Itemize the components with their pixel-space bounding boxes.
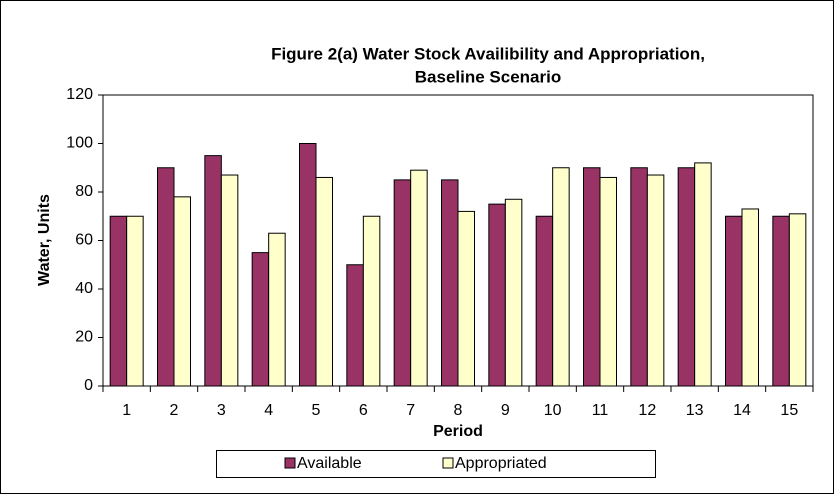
x-tick-label: 10 — [544, 402, 562, 419]
chart-title: Figure 2(a) Water Stock Availibility and… — [271, 44, 705, 63]
bar — [725, 215, 743, 387]
x-tick-label: 7 — [406, 402, 415, 419]
bar — [315, 176, 333, 387]
bar — [504, 198, 523, 387]
x-tick-label: 11 — [592, 402, 609, 419]
legend — [216, 450, 656, 478]
y-tick-label: 20 — [75, 329, 93, 346]
bar — [268, 232, 286, 387]
x-tick-label: 12 — [638, 402, 656, 419]
bar — [251, 252, 270, 387]
x-tick-label: 1 — [122, 402, 131, 419]
x-tick-label: 9 — [501, 402, 510, 419]
bar — [583, 167, 601, 387]
bar — [126, 215, 144, 387]
bar — [741, 208, 759, 387]
bar — [220, 174, 239, 387]
bar — [694, 162, 712, 387]
y-tick-label: 40 — [75, 280, 93, 297]
bar — [157, 167, 175, 387]
x-tick-label: 6 — [359, 402, 368, 419]
bar — [362, 215, 381, 387]
x-tick-label: 5 — [312, 402, 321, 419]
x-tick-label: 8 — [454, 402, 463, 419]
x-tick-label: 3 — [217, 402, 226, 419]
x-tick-label: 2 — [170, 402, 179, 419]
bar — [772, 215, 790, 387]
legend-label: Available — [297, 455, 362, 472]
bar — [599, 176, 617, 387]
bar — [299, 143, 317, 387]
y-tick-label: 120 — [66, 86, 93, 103]
x-tick-label: 4 — [264, 402, 273, 419]
bar — [677, 167, 696, 387]
bar — [552, 167, 570, 387]
bar — [457, 210, 475, 387]
bar — [441, 179, 459, 387]
y-tick-label: 60 — [75, 232, 93, 249]
x-tick-label: 14 — [733, 402, 751, 419]
bar — [204, 155, 222, 387]
bar — [630, 167, 648, 387]
y-tick-label: 80 — [75, 183, 93, 200]
bar — [488, 203, 506, 387]
y-tick-label: 100 — [66, 135, 93, 152]
legend-swatch — [442, 457, 454, 469]
bar — [109, 215, 128, 387]
x-tick-label: 13 — [686, 402, 704, 419]
chart-title: Baseline Scenario — [415, 67, 561, 86]
bar — [535, 215, 554, 387]
bar — [393, 179, 412, 387]
bar — [173, 196, 191, 387]
x-tick-label: 15 — [780, 402, 798, 419]
bar — [410, 169, 428, 387]
legend-swatch — [284, 457, 296, 469]
bar — [346, 264, 364, 387]
legend-label: Appropriated — [455, 455, 547, 472]
bar — [788, 213, 807, 387]
bar — [646, 174, 665, 387]
y-axis-label: Water, Units — [36, 194, 53, 286]
x-axis-label: Period — [433, 423, 483, 440]
y-tick-label: 0 — [84, 377, 93, 394]
